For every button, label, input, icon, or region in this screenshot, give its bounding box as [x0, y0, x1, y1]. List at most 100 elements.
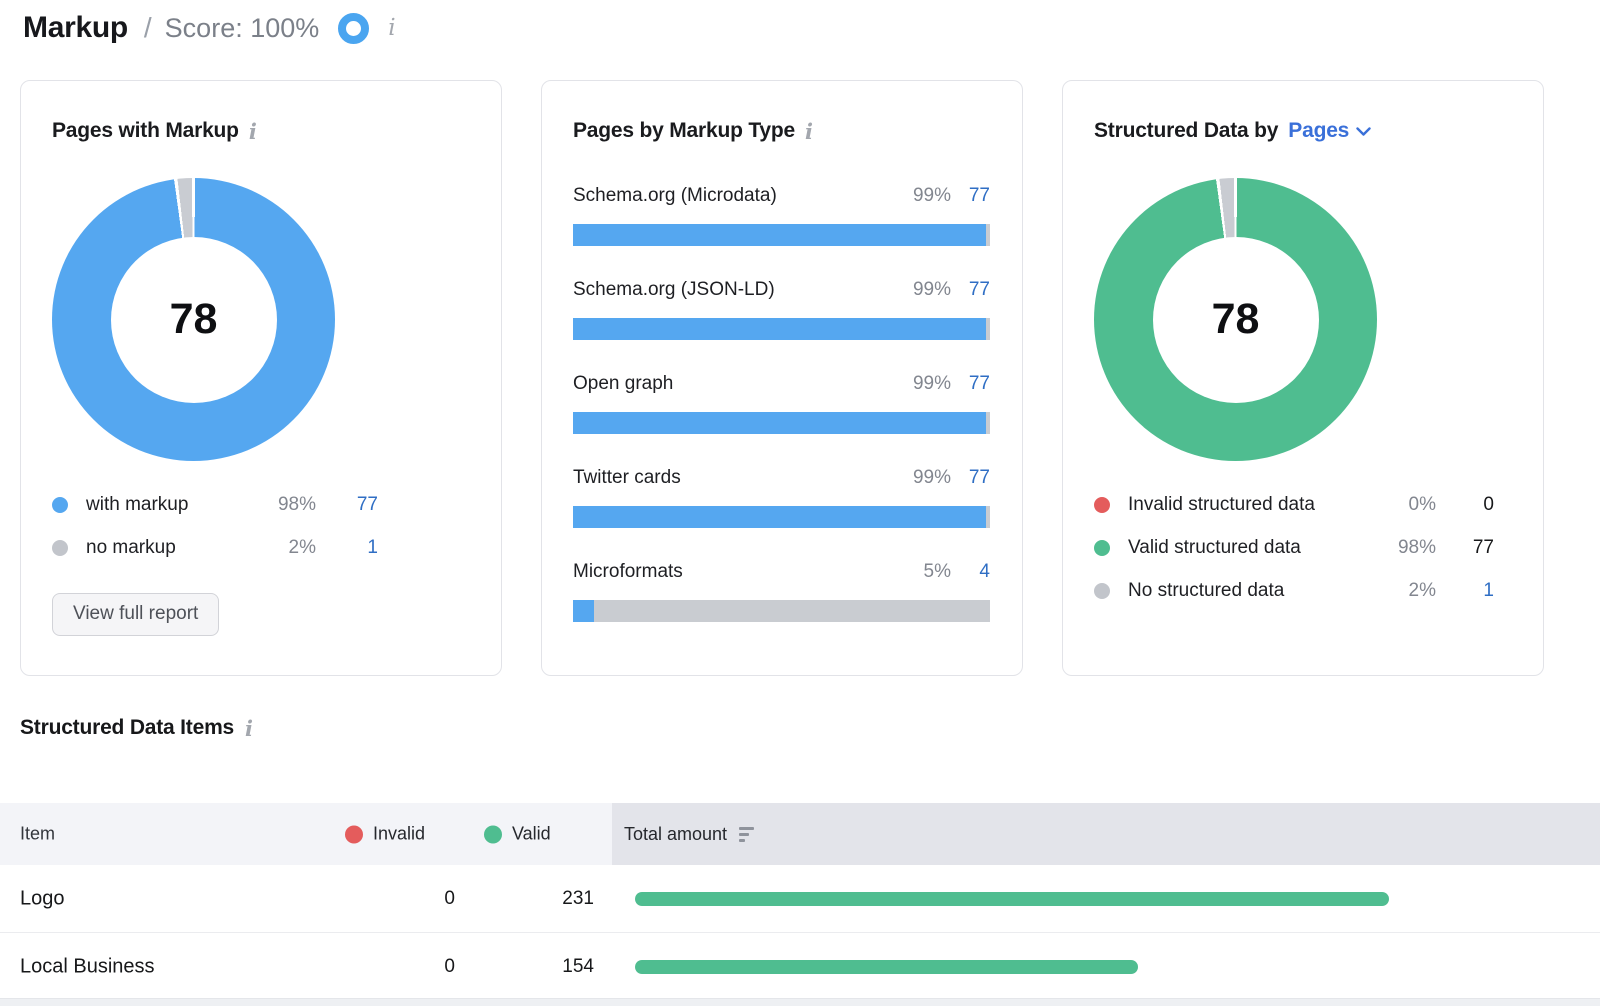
card-structured-data-by-pages: Structured Data by Pages 78 Invalid stru… — [1062, 80, 1544, 676]
legend-label: no markup — [86, 537, 176, 558]
table-row: Logo 0 231 — [0, 865, 1600, 933]
legend-label: with markup — [86, 494, 189, 515]
markup-type-value-link[interactable]: 77 — [968, 185, 990, 206]
legend-percent: 2% — [1408, 580, 1436, 601]
card-title-text: Pages with Markup — [52, 119, 239, 142]
info-icon[interactable]: i — [388, 14, 396, 41]
bar-track — [573, 506, 990, 528]
pages-dropdown[interactable]: Pages — [1288, 119, 1371, 143]
chevron-down-icon — [1356, 126, 1371, 136]
legend-dot-blue — [52, 497, 68, 513]
donut-legend: Invalid structured data 0% 0 Valid struc… — [1094, 492, 1511, 604]
markup-type-label: Schema.org (JSON-LD) — [573, 279, 775, 300]
bar-fill — [573, 506, 986, 528]
page-title: Markup — [23, 11, 128, 44]
table-header: Item Invalid Valid Total amount — [0, 803, 1600, 865]
legend-percent: 98% — [277, 494, 316, 515]
bar-track — [573, 600, 990, 622]
donut-total: 78 — [1211, 295, 1260, 343]
column-header-valid: Valid — [484, 824, 551, 845]
legend-value-link[interactable]: 1 — [1483, 580, 1494, 601]
bar-fill — [573, 412, 986, 434]
structured-data-items-table: Item Invalid Valid Total amount Logo 0 2… — [0, 803, 1600, 1001]
legend-dot-gray — [1094, 583, 1110, 599]
bar-fill — [573, 224, 986, 246]
markup-type-list: Schema.org (Microdata) 99% 77 Schema.org… — [573, 185, 990, 622]
legend-value: 0 — [1483, 494, 1494, 515]
legend-item-with-markup: with markup 98% 77 — [52, 492, 469, 518]
valid-count: 231 — [562, 887, 594, 909]
view-full-report-button[interactable]: View full report — [52, 593, 220, 636]
markup-type-value-link[interactable]: 77 — [968, 467, 990, 488]
bar-track — [573, 318, 990, 340]
markup-type-label: Open graph — [573, 373, 674, 394]
pages-with-markup-donut-chart: 78 — [52, 178, 335, 461]
markup-type-label: Microformats — [573, 561, 683, 582]
card-title: Pages by Markup Type i — [573, 119, 990, 143]
donut-legend: with markup 98% 77 no markup 2% 1 — [52, 492, 469, 561]
donut-hole: 78 — [1152, 236, 1319, 403]
valid-count: 154 — [562, 955, 594, 977]
markup-type-value-link[interactable]: 4 — [979, 561, 990, 582]
page-header: Markup / Score: 100% i — [23, 11, 396, 45]
legend-item-no-data: No structured data 2% 1 — [1094, 578, 1511, 604]
bottom-edge-strip — [0, 998, 1600, 1006]
bar-track — [573, 412, 990, 434]
markup-type-label: Schema.org (Microdata) — [573, 185, 777, 206]
markup-type-row: Twitter cards 99% 77 — [573, 467, 990, 528]
pages-dropdown-label: Pages — [1288, 119, 1350, 142]
donut-hole: 78 — [110, 236, 277, 403]
markup-type-percent: 99% — [912, 373, 951, 394]
info-icon[interactable]: i — [805, 118, 813, 144]
legend-value-link[interactable]: 1 — [367, 537, 378, 558]
card-pages-with-markup: Pages with Markup i 78 with markup 98% 7… — [20, 80, 502, 676]
markup-type-row: Schema.org (JSON-LD) 99% 77 — [573, 279, 990, 340]
legend-label: Invalid structured data — [1128, 494, 1315, 515]
structured-data-donut-chart: 78 — [1094, 178, 1377, 461]
column-header-valid-label: Valid — [512, 823, 551, 844]
card-title-text: Structured Data by — [1094, 119, 1279, 142]
info-icon[interactable]: i — [248, 118, 257, 144]
card-pages-by-markup-type: Pages by Markup Type i Schema.org (Micro… — [541, 80, 1023, 676]
column-header-total-label: Total amount — [624, 823, 728, 844]
markup-type-percent: 99% — [912, 185, 951, 206]
item-name: Local Business — [20, 955, 155, 977]
info-icon[interactable]: i — [245, 715, 253, 741]
sort-descending-icon — [739, 826, 755, 842]
legend-dot-gray — [52, 540, 68, 556]
legend-percent: 2% — [288, 537, 316, 558]
structured-data-items-title: Structured Data Items i — [20, 716, 253, 740]
card-title-text: Pages by Markup Type — [573, 119, 796, 142]
markup-type-percent: 5% — [923, 561, 951, 582]
legend-label: No structured data — [1128, 580, 1285, 601]
item-name: Logo — [20, 887, 65, 909]
legend-dot-green — [1094, 540, 1110, 556]
score-label: Score: 100% — [164, 12, 320, 43]
legend-percent: 0% — [1408, 494, 1436, 515]
column-header-invalid: Invalid — [345, 824, 425, 845]
bar-track — [573, 224, 990, 246]
score-ring-icon — [338, 12, 370, 44]
card-title: Structured Data by Pages — [1094, 119, 1511, 143]
total-amount-bar — [635, 959, 1138, 974]
valid-dot-icon — [484, 825, 502, 843]
legend-item-valid: Valid structured data 98% 77 — [1094, 535, 1511, 561]
markup-type-percent: 99% — [912, 467, 951, 488]
table-row: Local Business 0 154 — [0, 933, 1600, 1001]
legend-label: Valid structured data — [1128, 537, 1301, 558]
markup-type-value-link[interactable]: 77 — [968, 279, 990, 300]
legend-item-invalid: Invalid structured data 0% 0 — [1094, 492, 1511, 518]
markup-type-value-link[interactable]: 77 — [968, 373, 990, 394]
legend-item-no-markup: no markup 2% 1 — [52, 535, 469, 561]
legend-percent: 98% — [1397, 537, 1436, 558]
section-title-text: Structured Data Items — [20, 716, 235, 739]
invalid-count: 0 — [444, 955, 455, 977]
column-header-total-amount[interactable]: Total amount — [612, 803, 1600, 865]
title-separator: / — [143, 12, 152, 43]
card-title: Pages with Markup i — [52, 119, 469, 143]
bar-fill — [573, 318, 986, 340]
bar-fill — [573, 600, 594, 622]
legend-value: 77 — [1472, 537, 1494, 558]
cards-row: Pages with Markup i 78 with markup 98% 7… — [20, 80, 1544, 676]
legend-value-link[interactable]: 77 — [356, 494, 378, 515]
